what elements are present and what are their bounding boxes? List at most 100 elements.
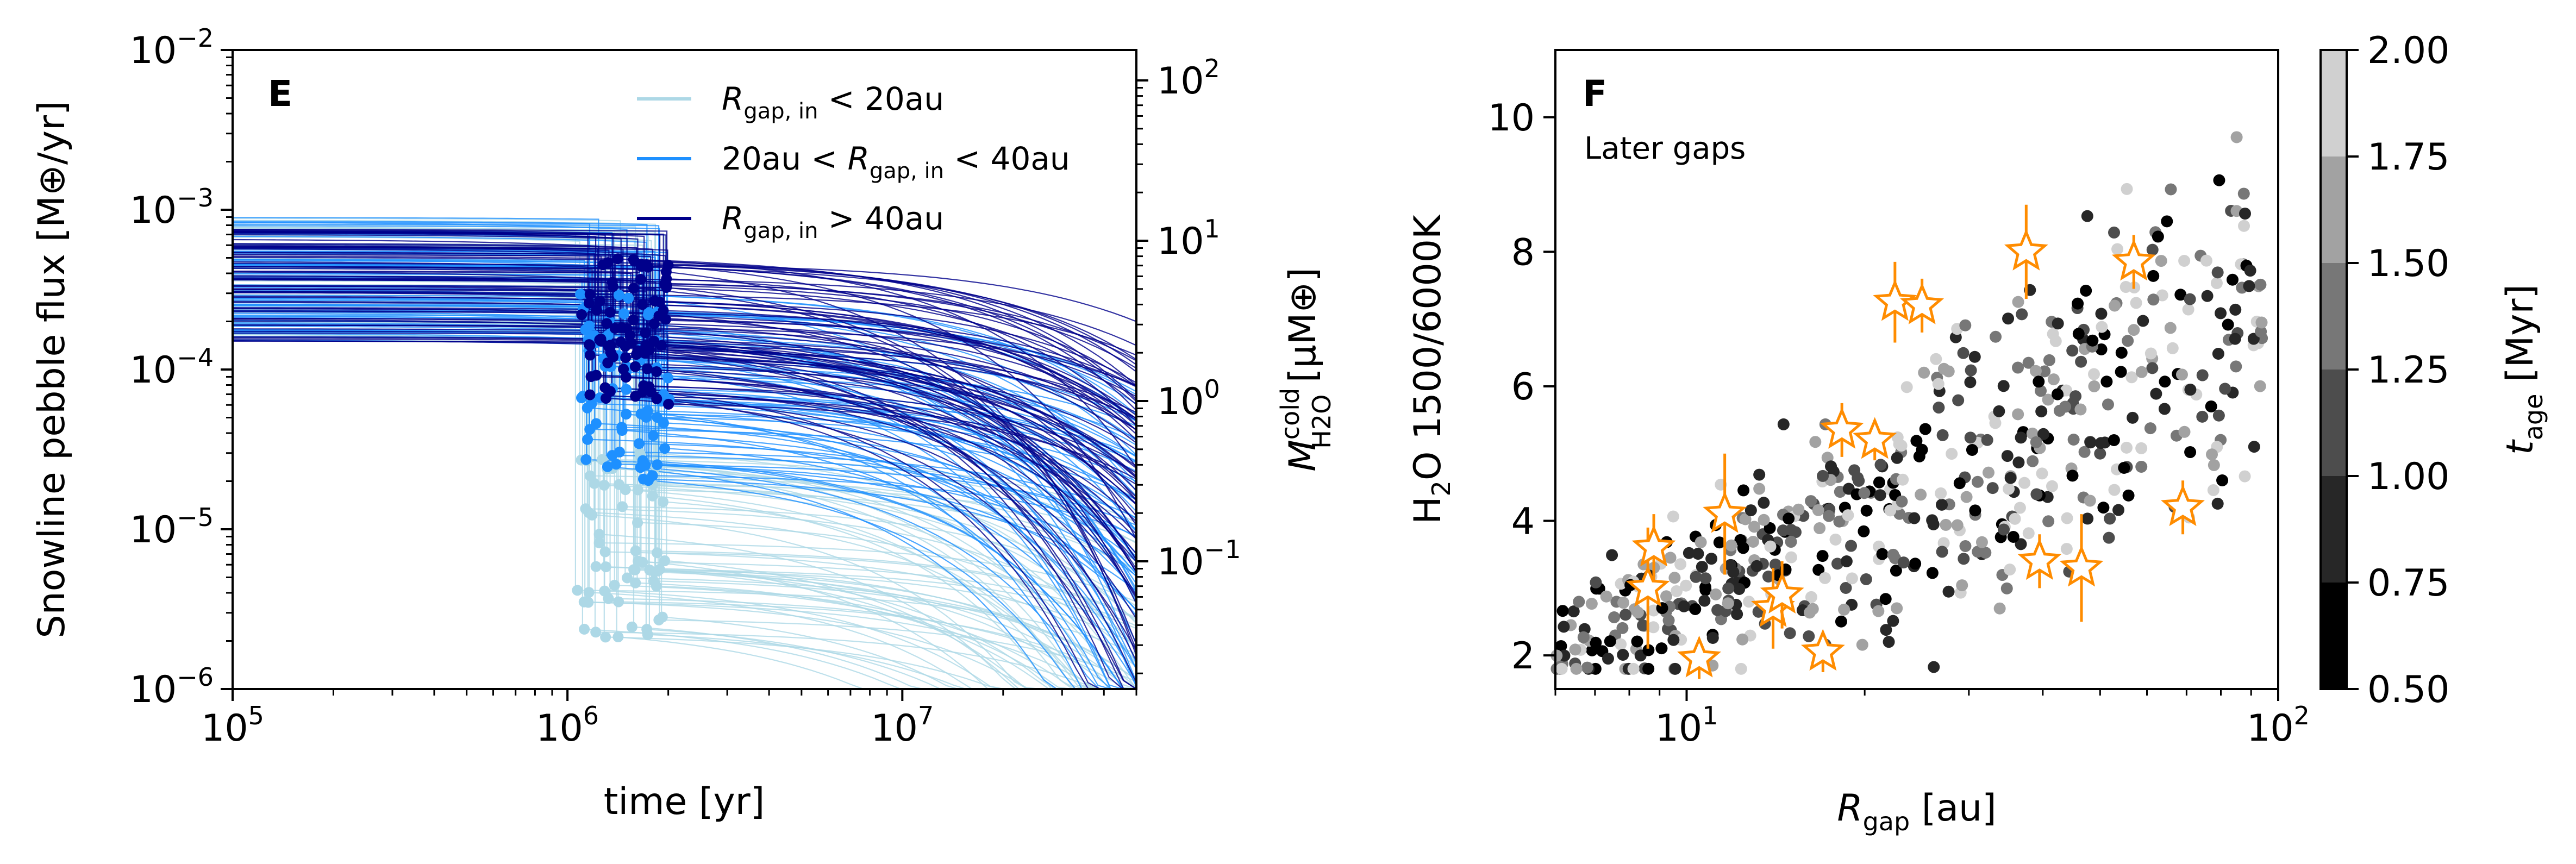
sim-point bbox=[2039, 365, 2051, 378]
gap-point bbox=[628, 564, 640, 575]
sim-point bbox=[1696, 561, 1708, 573]
sim-point bbox=[2238, 220, 2250, 232]
sim-point bbox=[1873, 476, 1885, 489]
sim-point bbox=[2255, 316, 2268, 329]
sim-point bbox=[1817, 469, 1829, 482]
gap-point bbox=[639, 348, 651, 359]
gap-point bbox=[661, 273, 672, 285]
sim-point bbox=[1739, 513, 1752, 525]
sim-point bbox=[1874, 459, 1887, 471]
legend-symbol: R bbox=[722, 80, 743, 117]
legend-label: Rgap, in > 40au bbox=[722, 200, 944, 243]
sim-point bbox=[1964, 376, 1977, 389]
sim-point bbox=[2015, 538, 2027, 550]
gap-point bbox=[636, 261, 647, 272]
gap-point bbox=[617, 501, 628, 512]
gap-point bbox=[641, 624, 653, 635]
gap-point bbox=[590, 627, 602, 638]
sim-point bbox=[1946, 448, 1958, 460]
sim-point bbox=[2087, 368, 2100, 380]
y-tick-label-exp: −6 bbox=[177, 662, 214, 692]
sim-point bbox=[2229, 333, 2241, 345]
sim-point bbox=[2196, 369, 2209, 381]
sim-point bbox=[1764, 522, 1776, 534]
right-tick-label: 102 bbox=[1157, 54, 1220, 103]
sim-point bbox=[1710, 588, 1722, 600]
sim-point bbox=[1695, 536, 1707, 548]
sim-point bbox=[1825, 460, 1837, 473]
sim-point bbox=[2108, 226, 2121, 239]
sim-point bbox=[2158, 403, 2171, 415]
x-tick-label-exp: 1 bbox=[1702, 701, 1718, 730]
sim-point bbox=[2080, 284, 2092, 297]
sim-point bbox=[2060, 543, 2073, 555]
sim-point bbox=[1959, 319, 1972, 331]
sim-point bbox=[1814, 522, 1826, 535]
sim-point bbox=[1957, 347, 1969, 359]
panel-e-x-axis-label: time [yr] bbox=[604, 780, 765, 823]
gap-point bbox=[613, 596, 624, 608]
sim-point bbox=[1753, 483, 1766, 495]
y-tick-label: 2 bbox=[1511, 635, 1535, 678]
sim-point bbox=[1642, 644, 1655, 656]
colorbar-tick-label: 1.25 bbox=[2367, 349, 2449, 392]
x-tick-label-exp: 7 bbox=[918, 701, 934, 730]
sim-point bbox=[2036, 467, 2048, 480]
sim-point bbox=[2230, 360, 2242, 373]
gap-point bbox=[630, 577, 641, 588]
y-tick-label: 10−4 bbox=[130, 343, 214, 392]
x-tick-label-base: 10 bbox=[1655, 707, 1703, 750]
gap-point bbox=[624, 329, 636, 341]
sim-point bbox=[1753, 468, 1766, 481]
sim-point bbox=[2103, 531, 2115, 544]
sim-point bbox=[1812, 564, 1825, 576]
sim-point bbox=[1667, 634, 1680, 646]
legend-post: < 40au bbox=[944, 140, 1070, 177]
sim-point bbox=[2084, 436, 2097, 449]
gap-point bbox=[583, 587, 595, 598]
gap-point bbox=[584, 389, 596, 400]
sim-point bbox=[1953, 477, 1966, 490]
sim-point bbox=[2146, 243, 2159, 256]
right-tick-label-base: 10 bbox=[1157, 220, 1204, 263]
gap-point bbox=[652, 459, 663, 471]
sim-point bbox=[1783, 512, 1795, 525]
sim-point bbox=[2029, 365, 2042, 377]
sim-point bbox=[1785, 551, 1797, 564]
panel-f-y-ticks: 2 4 6 8 10 bbox=[1487, 97, 1555, 678]
obs-star bbox=[1900, 282, 1944, 324]
sim-point bbox=[2147, 293, 2160, 306]
obs-star bbox=[2004, 228, 2048, 271]
sim-point bbox=[1940, 518, 1952, 531]
sim-point bbox=[1608, 611, 1621, 624]
sim-point bbox=[2184, 384, 2197, 396]
sim-point bbox=[1890, 565, 1902, 577]
sim-point bbox=[1590, 636, 1602, 649]
sim-point bbox=[2239, 470, 2251, 483]
sim-point bbox=[1670, 585, 1683, 597]
sim-point bbox=[1971, 475, 1984, 488]
y-tick-label: 10−5 bbox=[130, 503, 214, 552]
gap-point bbox=[576, 309, 587, 320]
sim-point bbox=[2007, 531, 2019, 543]
gap-point bbox=[600, 392, 611, 404]
flux-curve bbox=[233, 230, 1136, 689]
colorbar-tick-label: 1.00 bbox=[2367, 455, 2449, 498]
gap-point bbox=[621, 384, 632, 395]
sim-point bbox=[2161, 215, 2173, 228]
gap-point bbox=[641, 411, 652, 423]
gap-point bbox=[620, 341, 631, 352]
sim-point bbox=[2135, 460, 2148, 473]
sim-point bbox=[1910, 435, 1923, 447]
sim-point bbox=[2052, 388, 2064, 400]
x-tick-label: 101 bbox=[1655, 701, 1718, 750]
sim-point bbox=[1581, 661, 1593, 674]
sim-point bbox=[2100, 375, 2113, 388]
sim-point bbox=[2247, 333, 2260, 345]
sim-point bbox=[1968, 350, 1981, 363]
sim-point bbox=[2122, 489, 2135, 502]
sim-point bbox=[2255, 325, 2267, 338]
sim-point bbox=[2166, 342, 2179, 354]
sim-point bbox=[1993, 602, 2006, 615]
gap-point bbox=[642, 363, 653, 374]
